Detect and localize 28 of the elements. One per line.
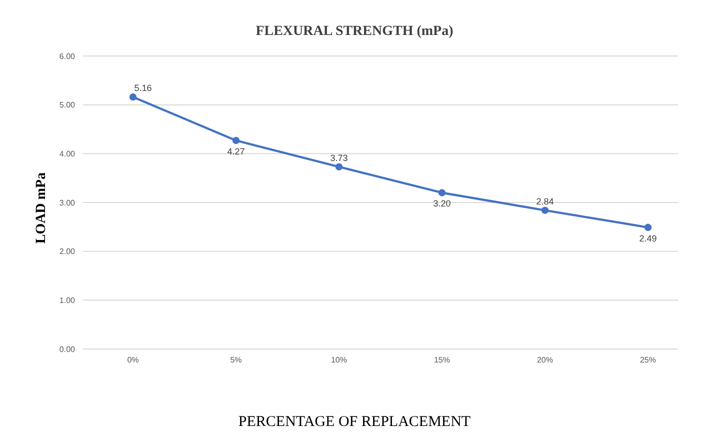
data-label: 5.16 (134, 83, 152, 94)
y-tick-label: 4.00 (59, 150, 76, 159)
data-label: 4.27 (227, 146, 245, 156)
point (232, 136, 240, 144)
data-label: 3.73 (330, 152, 348, 163)
y-axis-title: LOAD mPa (34, 172, 50, 244)
y-tick-label: 3.00 (59, 198, 76, 208)
x-tick-label: 0% (127, 356, 139, 365)
point (644, 224, 652, 232)
x-tick-label: 15% (434, 356, 450, 365)
y-tick-label: 2.00 (59, 247, 76, 256)
x-tick-label: 25% (640, 356, 656, 365)
data-label: 3.20 (433, 198, 451, 209)
x-tick-label: 5% (230, 356, 242, 365)
point (438, 189, 446, 196)
x-tick-label: 20% (536, 356, 554, 365)
x-axis-title: PERCENTAGE OF REPLACEMENT (237, 414, 472, 431)
chart-title: FLEXURAL STRENGTH (mPa) (254, 24, 454, 40)
y-tick-label: 6.00 (59, 52, 76, 61)
point (541, 206, 549, 214)
data-label: 2.84 (536, 196, 554, 206)
point (335, 163, 343, 170)
point (129, 93, 137, 101)
y-tick-label: 5.00 (59, 100, 76, 110)
y-tick-label: 1.00 (59, 296, 76, 306)
data-label: 2.49 (639, 233, 657, 244)
y-tick-label: 0.00 (59, 344, 76, 354)
x-tick-label: 10% (330, 356, 348, 365)
